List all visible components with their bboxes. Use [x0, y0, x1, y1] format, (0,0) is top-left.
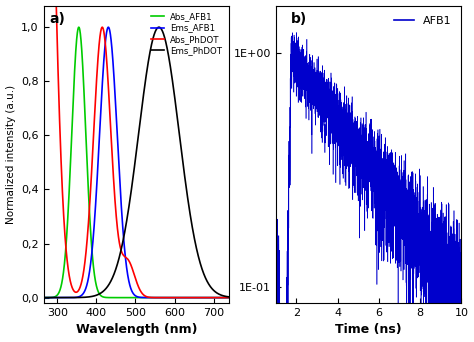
Line: Abs_PhDOT: Abs_PhDOT	[42, 0, 233, 298]
Abs_AFB1	[39, 295, 45, 300]
Abs_AFB1	[206, 295, 212, 300]
Ems_AFB1	[230, 295, 236, 300]
Ems_AFB1	[61, 295, 66, 300]
Abs_AFB1	[227, 295, 232, 300]
Text: b): b)	[291, 12, 307, 26]
Abs_PhDOT	[121, 253, 127, 258]
Ems_PhDOT	[230, 295, 236, 299]
Line: Ems_PhDOT: Ems_PhDOT	[42, 27, 233, 298]
Abs_PhDOT	[72, 290, 78, 294]
Abs_AFB1	[112, 295, 118, 300]
Ems_PhDOT	[39, 295, 45, 300]
Ems_AFB1	[112, 95, 118, 99]
Ems_PhDOT	[120, 237, 126, 241]
Abs_AFB1	[121, 295, 127, 300]
Y-axis label: Normalized intensity (a.u.): Normalized intensity (a.u.)	[6, 85, 16, 224]
Line: Ems_AFB1: Ems_AFB1	[42, 27, 233, 298]
Ems_AFB1	[121, 235, 127, 239]
Ems_AFB1	[72, 295, 78, 300]
Abs_AFB1	[61, 270, 66, 274]
Abs_AFB1	[230, 295, 236, 300]
Abs_PhDOT	[227, 295, 232, 300]
Text: a): a)	[49, 12, 65, 26]
Ems_PhDOT	[112, 269, 118, 273]
Ems_PhDOT	[206, 282, 212, 287]
Ems_AFB1	[39, 295, 45, 300]
X-axis label: Time (ns): Time (ns)	[335, 324, 402, 337]
Legend: AFB1: AFB1	[390, 11, 456, 30]
Ems_AFB1	[206, 295, 212, 300]
Ems_PhDOT	[72, 295, 78, 300]
Legend: Abs_AFB1, Ems_AFB1, Abs_PhDOT, Ems_PhDOT: Abs_AFB1, Ems_AFB1, Abs_PhDOT, Ems_PhDOT	[148, 10, 225, 57]
Abs_PhDOT	[61, 211, 66, 215]
Line: Abs_AFB1: Abs_AFB1	[42, 27, 233, 298]
Ems_PhDOT	[227, 295, 232, 299]
X-axis label: Wavelength (nm): Wavelength (nm)	[76, 324, 197, 337]
Ems_AFB1	[106, 25, 111, 29]
Ems_PhDOT	[156, 25, 162, 29]
Abs_AFB1	[72, 64, 78, 68]
Ems_PhDOT	[61, 295, 66, 300]
Abs_PhDOT	[206, 295, 212, 300]
Abs_PhDOT	[230, 295, 236, 300]
Abs_AFB1	[76, 25, 82, 29]
Ems_AFB1	[227, 295, 232, 300]
Abs_PhDOT	[112, 201, 118, 205]
